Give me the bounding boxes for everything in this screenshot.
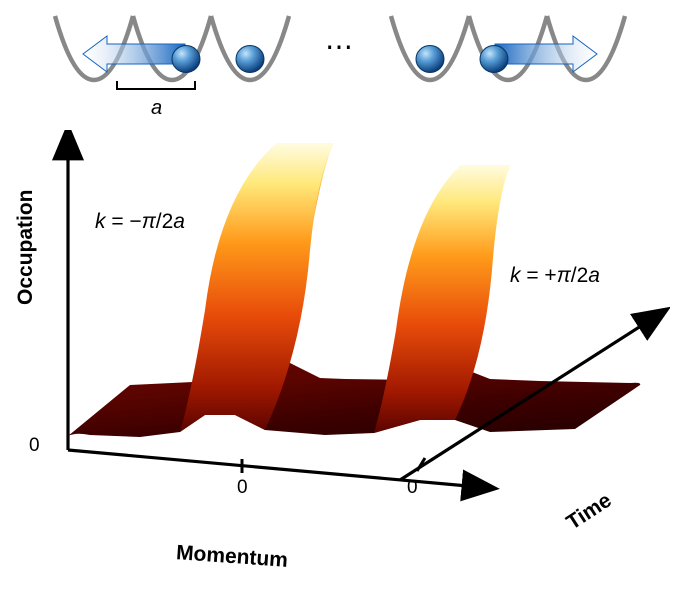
ellipsis: ⋯ bbox=[325, 31, 353, 62]
x-tick-zero: 0 bbox=[237, 477, 248, 499]
peak-left-label: k = −π/2a bbox=[95, 210, 185, 234]
surface-floor bbox=[68, 363, 640, 437]
peak-right-label: k = +π/2a bbox=[510, 264, 600, 288]
atom bbox=[172, 46, 200, 73]
axes bbox=[68, 154, 644, 486]
atom bbox=[480, 46, 508, 73]
lattice-diagram: ⋯ bbox=[35, 12, 675, 84]
lattice-spacing-label: a bbox=[151, 97, 162, 120]
z-tick-zero: 0 bbox=[29, 435, 40, 457]
z-axis-label: Occupation bbox=[14, 189, 38, 305]
lattice-spacing-bracket bbox=[115, 79, 197, 91]
atom bbox=[236, 46, 264, 73]
arrow-right bbox=[495, 36, 597, 72]
arrow-left bbox=[83, 36, 185, 72]
y-tick-zero: 0 bbox=[407, 477, 418, 499]
lattice-svg: ⋯ bbox=[35, 12, 675, 84]
atom bbox=[416, 46, 444, 73]
